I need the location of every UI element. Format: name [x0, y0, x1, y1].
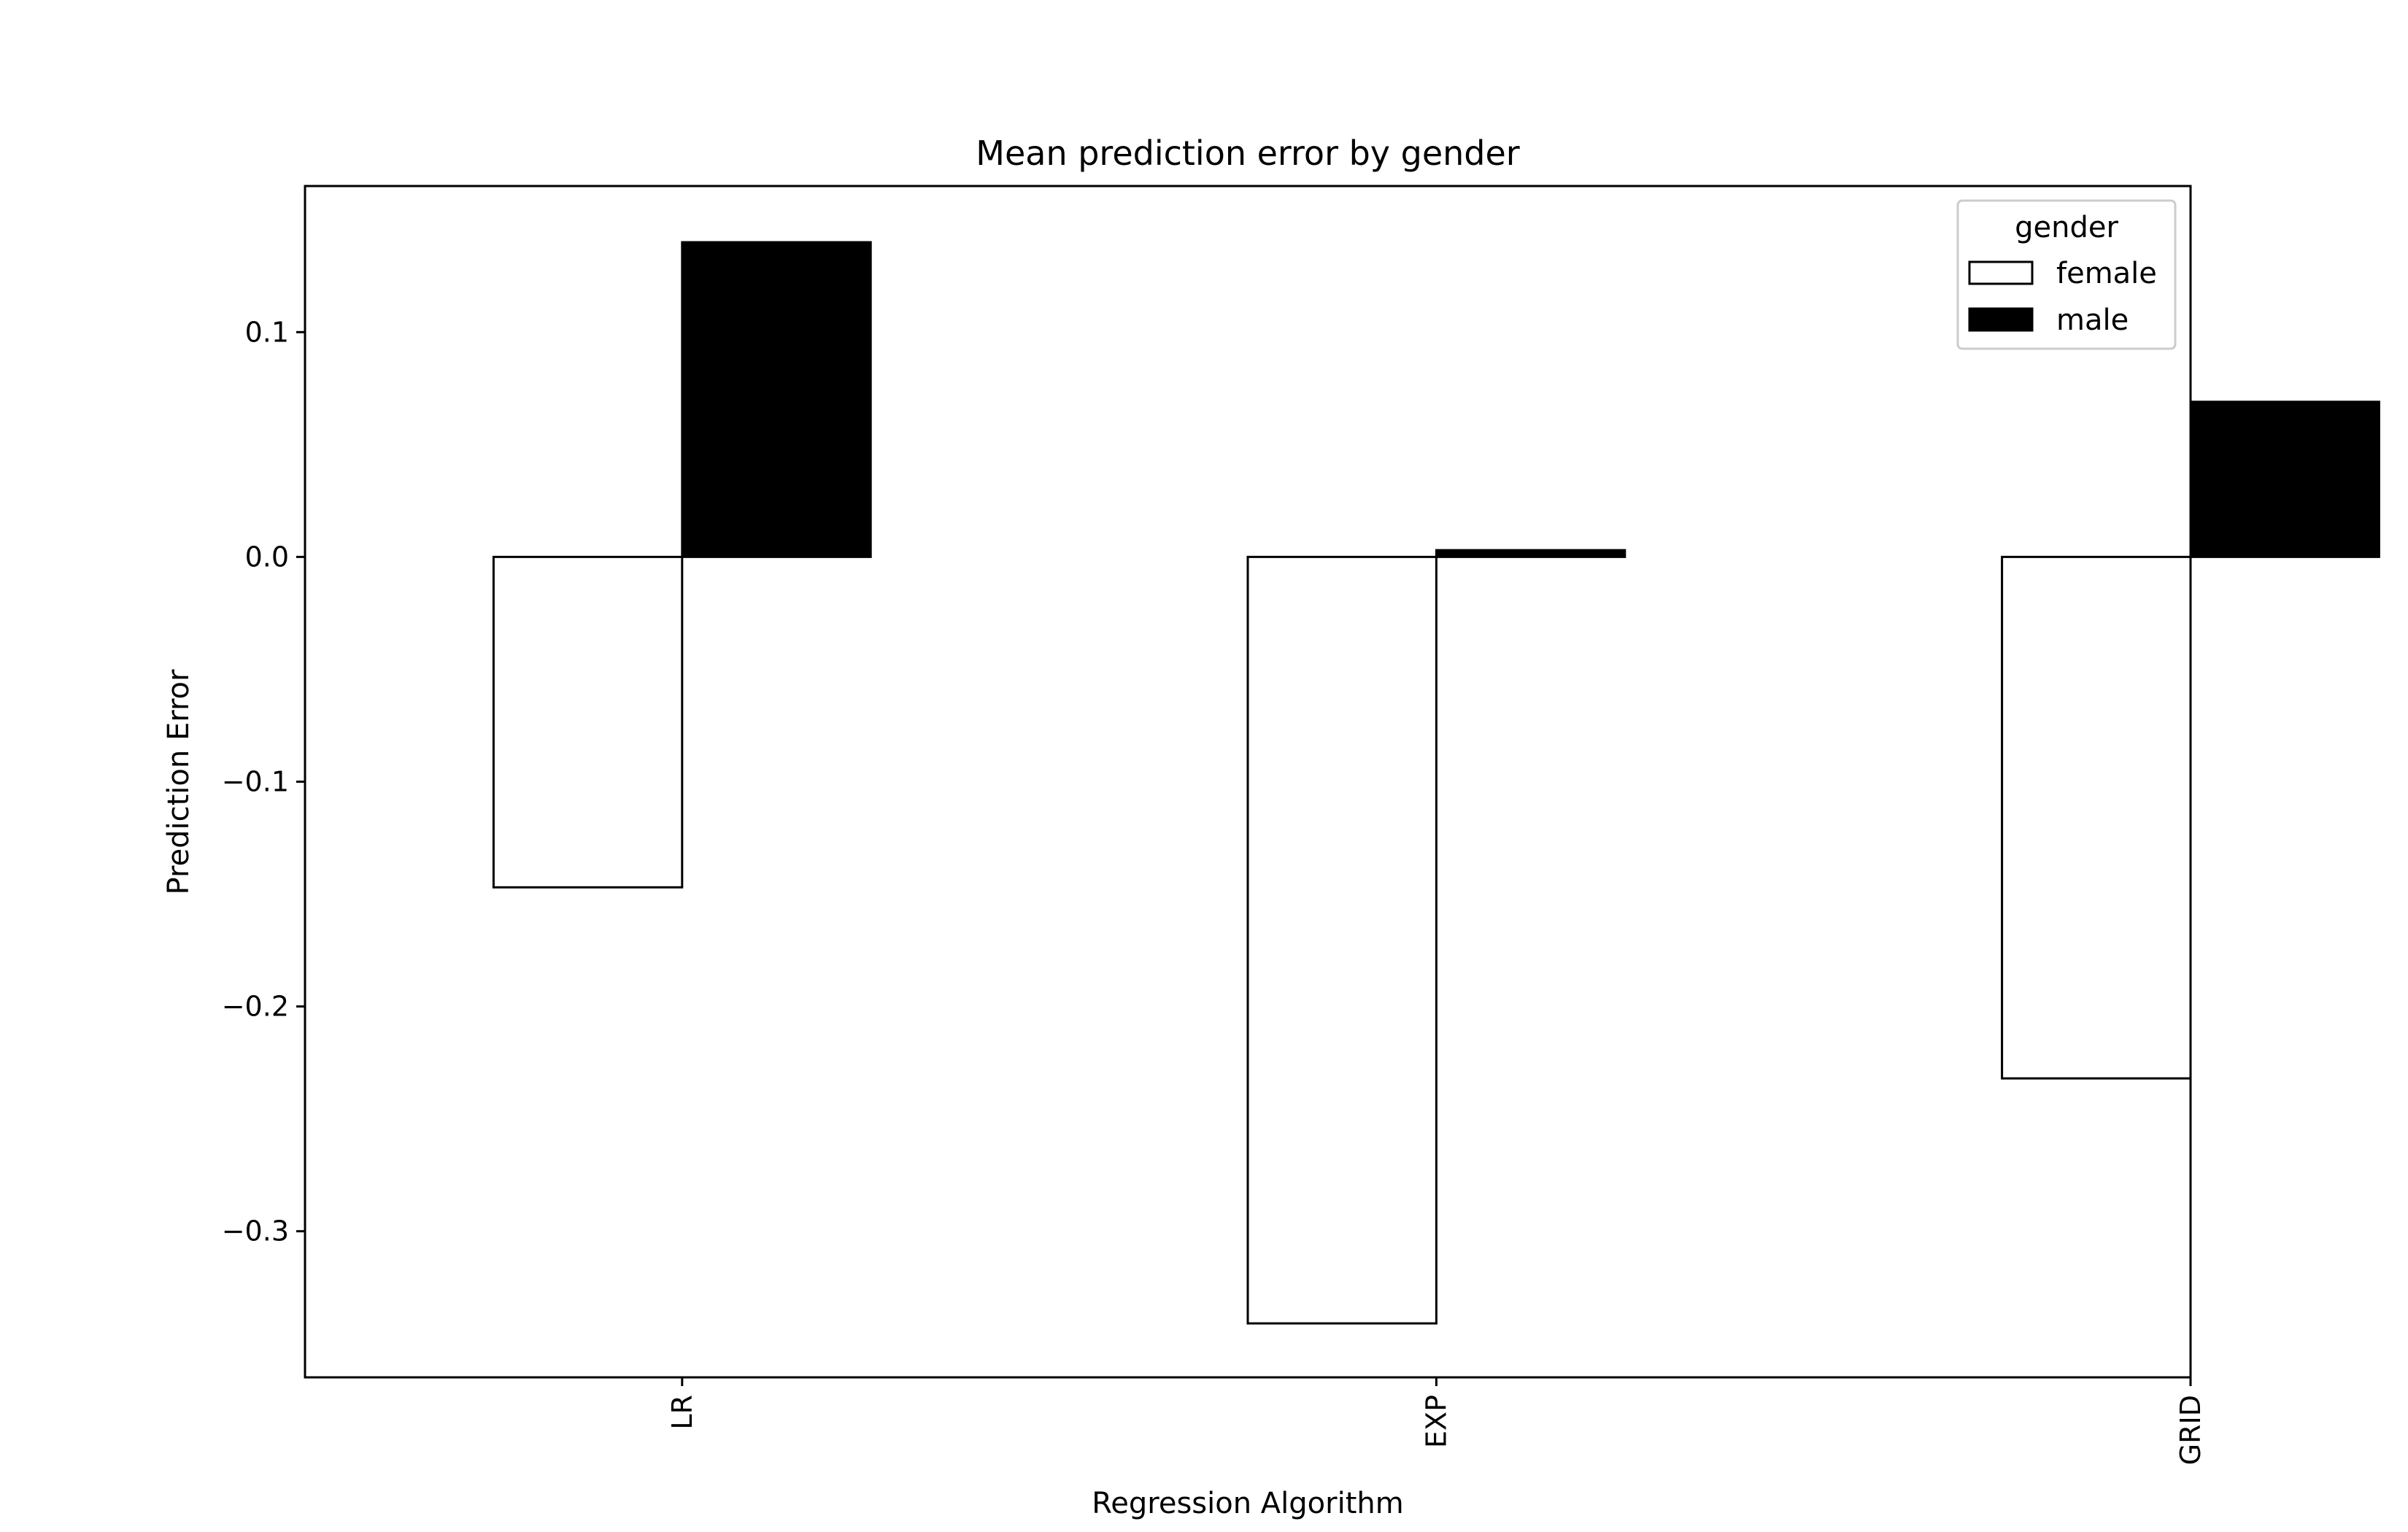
x-axis: LR EXP GRID	[666, 1377, 2207, 1465]
y-axis-label: Prediction Error	[162, 669, 196, 894]
bar-female-grid	[2001, 555, 2192, 1080]
y-tick-label: 0.0	[245, 541, 289, 573]
y-axis: 0.1 0.0 −0.1 −0.2 −0.3	[222, 316, 305, 1247]
bar-female-exp	[1246, 555, 1438, 1325]
legend-swatch-female	[1968, 260, 2034, 285]
legend-title: gender	[2015, 211, 2118, 244]
x-tick-label-lr: LR	[666, 1395, 698, 1430]
bar-male-grid	[2189, 401, 2380, 558]
bar-male-lr	[681, 241, 872, 558]
x-axis-label: Regression Algorithm	[1092, 1487, 1403, 1520]
legend: gender female male	[1956, 199, 2177, 350]
legend-label-male: male	[2056, 303, 2129, 337]
x-tick-label-grid: GRID	[2174, 1395, 2207, 1465]
chart-title: Mean prediction error by gender	[976, 134, 1520, 173]
y-tick-label: −0.2	[222, 991, 289, 1023]
legend-label-female: female	[2056, 257, 2157, 290]
y-tick-label: −0.1	[222, 766, 289, 798]
legend-swatch-male	[1968, 307, 2034, 332]
y-tick-label: 0.1	[245, 316, 289, 348]
bars-layer	[492, 241, 2380, 1325]
bar-female-lr	[492, 555, 684, 889]
y-tick-label: −0.3	[222, 1215, 289, 1247]
bar-male-exp	[1435, 549, 1626, 558]
x-tick-label-exp: EXP	[1420, 1395, 1452, 1448]
